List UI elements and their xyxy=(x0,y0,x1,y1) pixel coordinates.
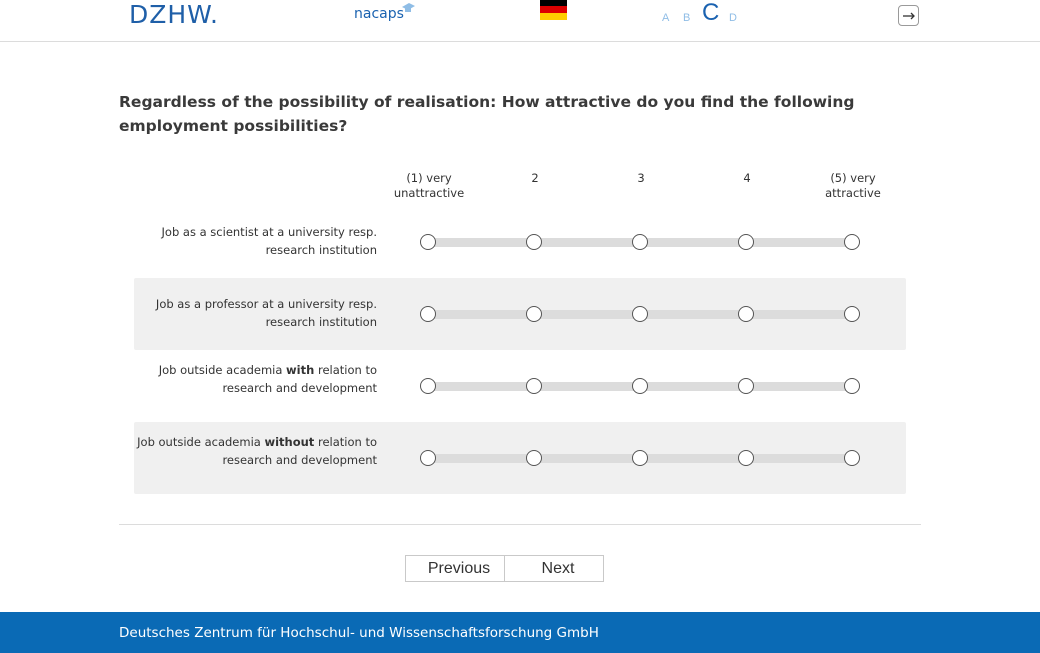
matrix-row: Job as a professor at a university resp.… xyxy=(134,278,906,350)
radio-option-5[interactable] xyxy=(844,378,860,394)
font-size-a[interactable]: A xyxy=(662,12,670,24)
header-bar: DZHW. nacaps A B C D xyxy=(0,0,1040,42)
nacaps-logo: nacaps xyxy=(354,6,404,22)
scale-label-5: (5) very attractive xyxy=(825,171,881,200)
footer-bar: Deutsches Zentrum für Hochschul- und Wis… xyxy=(0,612,1040,653)
graduation-cap-icon xyxy=(402,3,415,12)
radio-option-2[interactable] xyxy=(526,306,542,322)
font-size-b[interactable]: B xyxy=(683,12,691,24)
radio-option-1[interactable] xyxy=(420,306,436,322)
scale-label-2: 2 xyxy=(531,171,539,185)
radio-option-4[interactable] xyxy=(738,378,754,394)
radio-option-3[interactable] xyxy=(632,378,648,394)
matrix-row: Job as a scientist at a university resp.… xyxy=(134,206,906,278)
row-label: Job outside academia with relation to re… xyxy=(158,363,377,395)
font-size-d[interactable]: D xyxy=(729,12,737,24)
row-label: Job as a scientist at a university resp.… xyxy=(161,225,377,257)
radio-option-1[interactable] xyxy=(420,378,436,394)
radio-option-2[interactable] xyxy=(526,378,542,394)
matrix-row: Job outside academia without relation to… xyxy=(134,422,906,494)
row-label: Job as a professor at a university resp.… xyxy=(155,297,377,329)
divider xyxy=(119,524,921,525)
logout-icon xyxy=(903,12,915,20)
next-button[interactable]: Next xyxy=(504,555,604,582)
scale-label-4: 4 xyxy=(743,171,751,185)
radio-option-5[interactable] xyxy=(844,234,860,250)
previous-button[interactable]: Previous xyxy=(405,555,505,582)
matrix-row: Job outside academia with relation to re… xyxy=(134,350,906,422)
question-text: Regardless of the possibility of realisa… xyxy=(119,93,855,135)
radio-option-2[interactable] xyxy=(526,450,542,466)
dzhw-logo: DZHW. xyxy=(129,0,219,29)
scale-label-1: (1) very unattractive xyxy=(393,171,465,200)
font-size-c[interactable]: C xyxy=(702,0,720,26)
radio-option-4[interactable] xyxy=(738,234,754,250)
footer-text: Deutsches Zentrum für Hochschul- und Wis… xyxy=(119,625,599,641)
radio-option-4[interactable] xyxy=(738,306,754,322)
radio-option-3[interactable] xyxy=(632,234,648,250)
radio-option-2[interactable] xyxy=(526,234,542,250)
radio-option-1[interactable] xyxy=(420,450,436,466)
scale-label-3: 3 xyxy=(637,171,645,185)
row-label: Job outside academia without relation to… xyxy=(137,435,377,467)
radio-option-4[interactable] xyxy=(738,450,754,466)
radio-option-5[interactable] xyxy=(844,450,860,466)
language-flag-de[interactable] xyxy=(540,0,567,20)
logout-button[interactable] xyxy=(898,5,919,26)
radio-option-1[interactable] xyxy=(420,234,436,250)
radio-option-5[interactable] xyxy=(844,306,860,322)
radio-option-3[interactable] xyxy=(632,306,648,322)
radio-option-3[interactable] xyxy=(632,450,648,466)
